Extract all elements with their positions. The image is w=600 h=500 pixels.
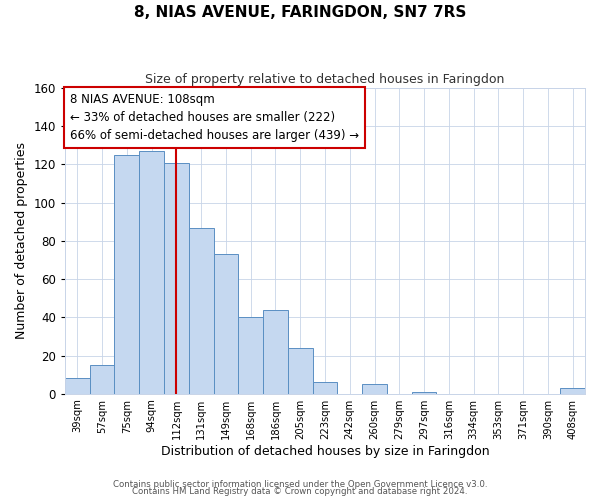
Bar xyxy=(115,155,139,394)
Bar xyxy=(139,151,164,394)
Text: 8 NIAS AVENUE: 108sqm
← 33% of detached houses are smaller (222)
66% of semi-det: 8 NIAS AVENUE: 108sqm ← 33% of detached … xyxy=(70,92,359,142)
Bar xyxy=(65,378,90,394)
Bar xyxy=(90,365,115,394)
Title: Size of property relative to detached houses in Faringdon: Size of property relative to detached ho… xyxy=(145,72,505,86)
Bar xyxy=(238,318,263,394)
Bar xyxy=(362,384,387,394)
Bar xyxy=(412,392,436,394)
Text: Contains HM Land Registry data © Crown copyright and database right 2024.: Contains HM Land Registry data © Crown c… xyxy=(132,487,468,496)
Text: Contains public sector information licensed under the Open Government Licence v3: Contains public sector information licen… xyxy=(113,480,487,489)
Bar xyxy=(313,382,337,394)
Bar xyxy=(164,162,189,394)
Bar xyxy=(189,228,214,394)
Bar xyxy=(263,310,288,394)
Y-axis label: Number of detached properties: Number of detached properties xyxy=(15,142,28,340)
X-axis label: Distribution of detached houses by size in Faringdon: Distribution of detached houses by size … xyxy=(161,444,489,458)
Bar xyxy=(214,254,238,394)
Bar xyxy=(560,388,585,394)
Bar xyxy=(288,348,313,394)
Text: 8, NIAS AVENUE, FARINGDON, SN7 7RS: 8, NIAS AVENUE, FARINGDON, SN7 7RS xyxy=(134,5,466,20)
